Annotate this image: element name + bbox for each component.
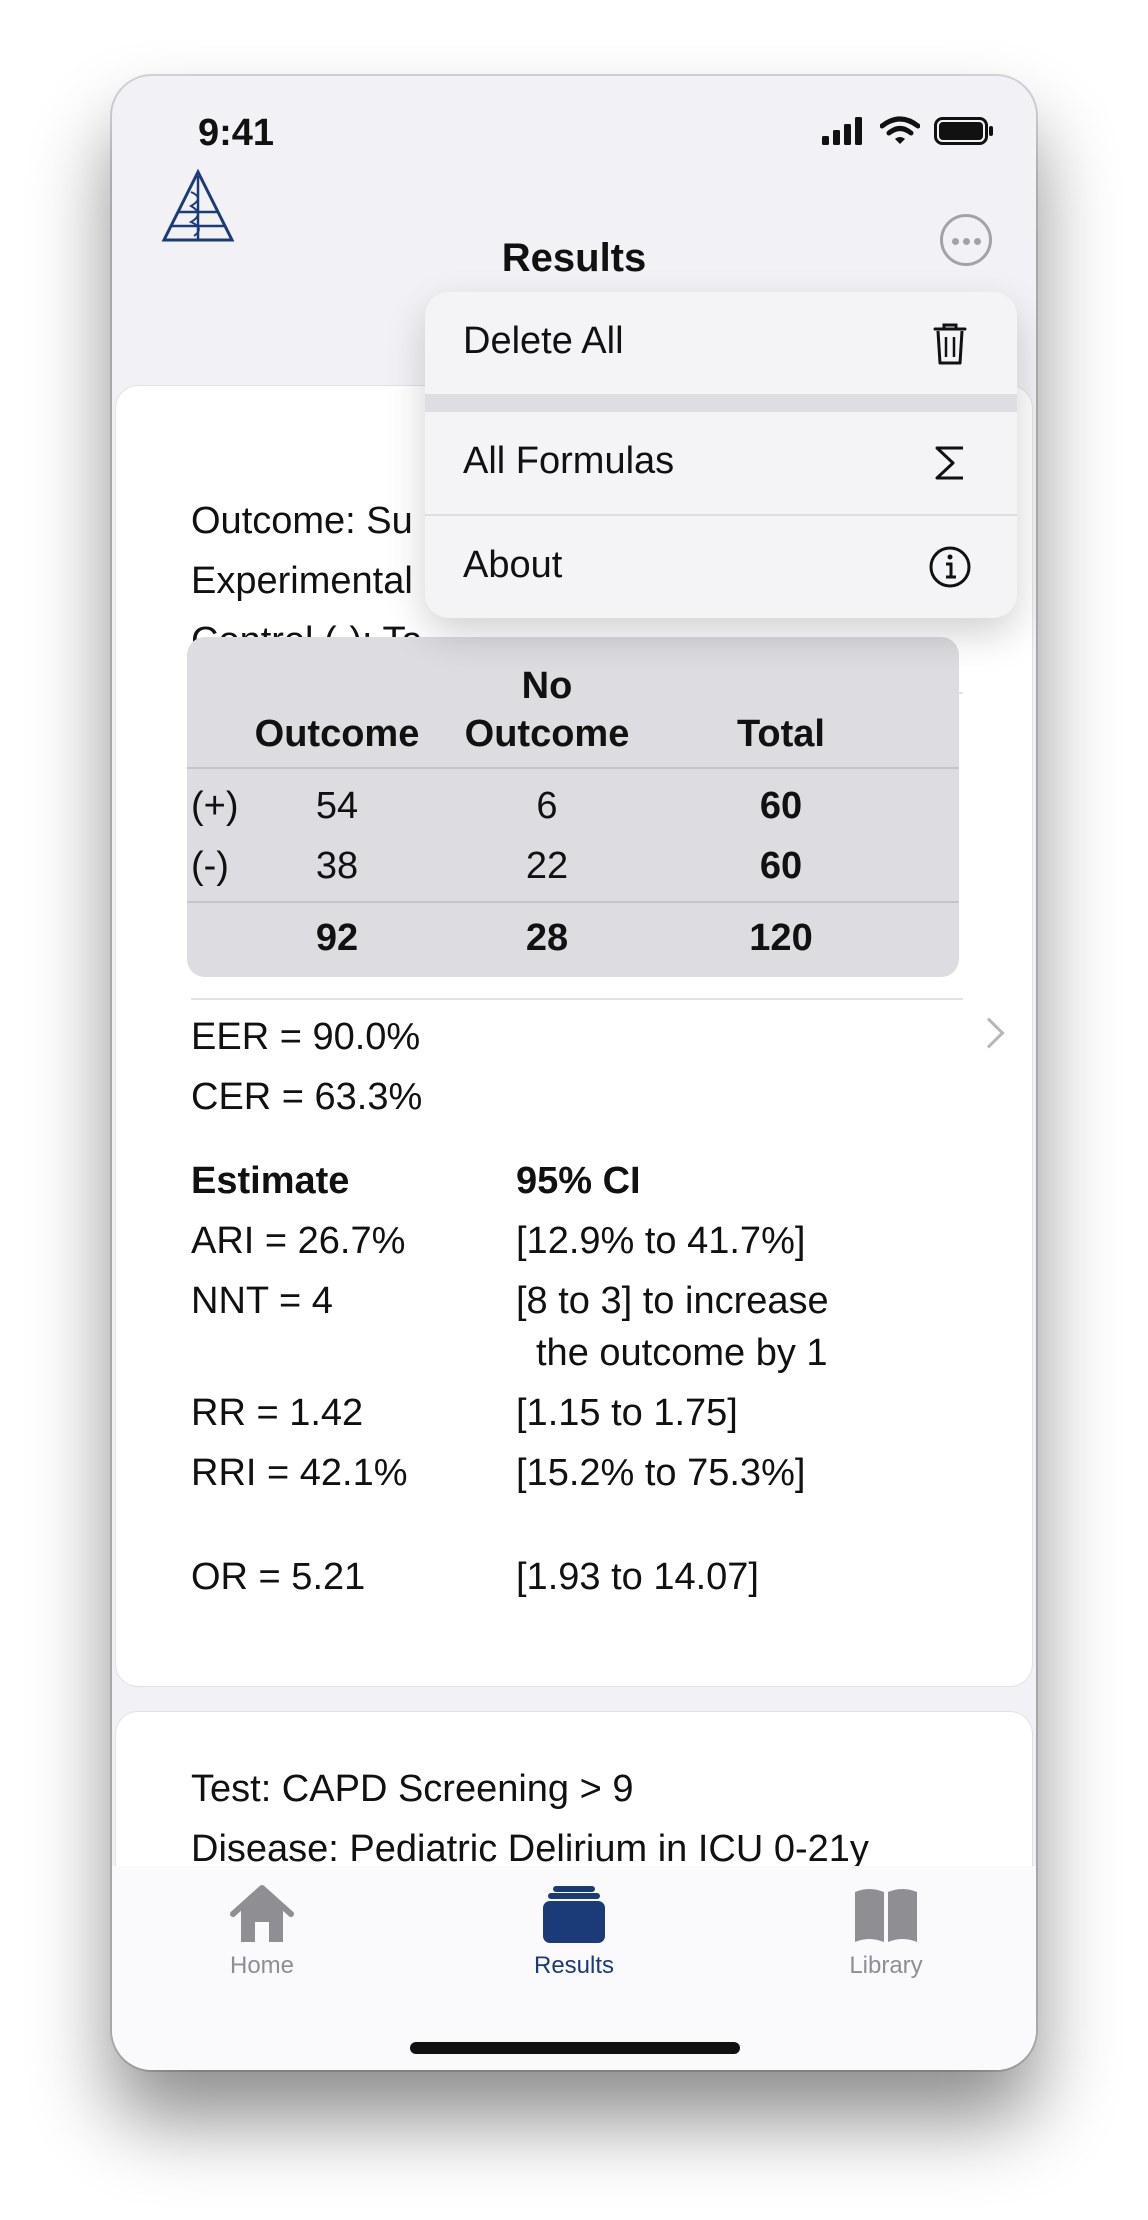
tab-home[interactable]: Home	[162, 1884, 362, 1980]
table-divider	[187, 901, 959, 903]
more-options-button[interactable]	[940, 214, 992, 266]
cell-neg-no-outcome: 22	[525, 845, 569, 887]
ci-nnt-note: the outcome by 1	[536, 1332, 828, 1374]
phone-frame: 9:41 Results	[112, 76, 1036, 2070]
cell-neg-outcome: 38	[315, 845, 359, 887]
menu-item-label: All Formulas	[463, 440, 675, 482]
info-icon	[929, 546, 971, 588]
disease-line: Disease: Pediatric Delirium in ICU 0-21y	[191, 1828, 869, 1870]
cell-neg-total: 60	[759, 845, 803, 887]
sigma-icon	[935, 446, 963, 480]
table-divider	[187, 767, 959, 769]
eer-value: EER = 90.0%	[191, 1016, 421, 1058]
status-bar: 9:41	[112, 76, 1036, 186]
tab-results[interactable]: Results	[474, 1884, 674, 1980]
menu-item-delete-all[interactable]: Delete All	[425, 292, 1017, 394]
ci-ari: [12.9% to 41.7%]	[516, 1220, 806, 1262]
status-icons	[822, 116, 994, 146]
total-grand: 120	[749, 917, 813, 959]
experimental-line: Experimental	[191, 560, 413, 602]
total-outcome: 92	[315, 917, 359, 959]
home-icon	[230, 1885, 294, 1942]
cell-pos-total: 60	[759, 785, 803, 827]
menu-item-about[interactable]: About	[425, 516, 1017, 618]
cer-value: CER = 63.3%	[191, 1076, 423, 1118]
ci-header: 95% CI	[516, 1160, 641, 1202]
divider	[191, 998, 963, 1000]
nav-bar: Results	[112, 186, 1036, 322]
book-icon	[855, 1889, 917, 1942]
estimate-or: OR = 5.21	[191, 1556, 366, 1598]
trash-icon	[933, 323, 967, 365]
status-time: 9:41	[198, 112, 275, 154]
row-label-positive: (+)	[191, 785, 239, 827]
options-menu: Delete All All Formulas About	[425, 292, 1017, 618]
ci-nnt: [8 to 3] to increase	[516, 1280, 829, 1322]
outcome-line: Outcome: Su	[191, 500, 413, 542]
ci-rr: [1.15 to 1.75]	[516, 1392, 738, 1434]
estimate-header: Estimate	[191, 1160, 350, 1202]
ci-rri: [15.2% to 75.3%]	[516, 1452, 806, 1494]
col-header-no-outcome: Outcome	[464, 713, 630, 755]
row-label-negative: (-)	[191, 845, 229, 887]
tab-library[interactable]: Library	[786, 1884, 986, 1980]
signal-icon	[822, 117, 862, 145]
contingency-table: No Outcome Outcome Total (+) 54 6 60 (-)…	[187, 637, 959, 977]
tab-label: Home	[229, 1952, 295, 1979]
tab-label: Library	[849, 1952, 923, 1979]
ci-or: [1.93 to 14.07]	[516, 1556, 759, 1598]
test-line: Test: CAPD Screening > 9	[191, 1768, 634, 1810]
menu-separator	[425, 514, 1017, 516]
results-icon	[543, 1886, 605, 1943]
wifi-icon	[880, 116, 920, 144]
menu-group-separator	[425, 394, 1017, 412]
col-header-outcome: Outcome	[254, 713, 420, 755]
menu-item-label: About	[463, 544, 563, 586]
estimate-nnt: NNT = 4	[191, 1280, 333, 1322]
battery-icon	[934, 117, 993, 145]
app-logo	[161, 168, 235, 242]
tab-label: Results	[533, 1952, 615, 1979]
page-title: Results	[501, 236, 647, 280]
col-header-total: Total	[737, 713, 825, 755]
menu-item-label: Delete All	[463, 320, 624, 362]
menu-item-all-formulas[interactable]: All Formulas	[425, 412, 1017, 514]
estimate-rri: RRI = 42.1%	[191, 1452, 408, 1494]
estimate-rr: RR = 1.42	[191, 1392, 364, 1434]
col-header-no: No	[521, 665, 573, 707]
tab-bar: Home Results Library	[112, 1866, 1036, 2070]
estimate-ari: ARI = 26.7%	[191, 1220, 406, 1262]
home-indicator	[410, 2042, 740, 2054]
cell-pos-outcome: 54	[315, 785, 359, 827]
cell-pos-no-outcome: 6	[536, 785, 558, 827]
total-no-outcome: 28	[525, 917, 569, 959]
